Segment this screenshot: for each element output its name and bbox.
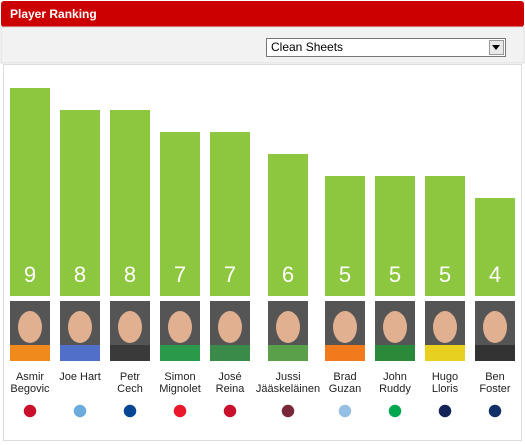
club-badge — [337, 403, 353, 419]
player-name: José — [218, 371, 241, 383]
dropdown-value[interactable]: Clean Sheets — [271, 40, 343, 54]
chart-title: Player Ranking — [10, 7, 97, 21]
photo-shirt — [160, 345, 200, 361]
club-badge — [72, 403, 88, 419]
value-label: 7 — [224, 262, 236, 287]
value-label: 8 — [74, 262, 86, 287]
value-label: 7 — [174, 262, 186, 287]
photo-shirt — [110, 345, 150, 361]
player-photo — [425, 301, 465, 361]
bar — [10, 88, 50, 296]
player-name: Guzan — [329, 383, 361, 395]
bar — [268, 154, 308, 296]
player-photo — [10, 301, 50, 361]
player-photo — [160, 301, 200, 361]
player-name: Foster — [479, 383, 511, 395]
header — [1, 1, 524, 27]
player-photo — [325, 301, 365, 361]
player-name: Lloris — [432, 383, 459, 395]
player-name: Mignolet — [159, 383, 201, 395]
photo-face — [68, 311, 92, 343]
player-name: John — [383, 371, 407, 383]
photo-shirt — [425, 345, 465, 361]
player-photo — [375, 301, 415, 361]
dropdown[interactable]: Clean Sheets — [266, 38, 506, 57]
value-label: 9 — [24, 262, 36, 287]
bar — [110, 110, 150, 296]
photo-face — [18, 311, 42, 343]
value-label: 5 — [389, 262, 401, 287]
player-photo — [110, 301, 150, 361]
player-name: Cech — [117, 383, 143, 395]
player-name: Brad — [333, 371, 356, 383]
player-name: Begovic — [10, 383, 50, 395]
value-label: 5 — [439, 262, 451, 287]
player-photo — [210, 301, 250, 361]
club-badge — [172, 403, 188, 419]
photo-shirt — [10, 345, 50, 361]
club-badge — [222, 403, 238, 419]
bar — [475, 198, 515, 296]
player-photo — [268, 301, 308, 361]
player-name: Ruddy — [379, 383, 411, 395]
photo-face — [333, 311, 357, 343]
dropdown-box[interactable] — [266, 38, 506, 57]
player-photo — [475, 301, 515, 361]
photo-face — [118, 311, 142, 343]
player-photo — [60, 301, 100, 361]
photo-face — [383, 311, 407, 343]
value-label: 5 — [339, 262, 351, 287]
player-name: Joe Hart — [59, 371, 101, 383]
photo-shirt — [375, 345, 415, 361]
photo-shirt — [60, 345, 100, 361]
player-name: Petr — [120, 371, 141, 383]
photo-face — [168, 311, 192, 343]
bar — [210, 132, 250, 296]
photo-face — [483, 311, 507, 343]
club-badge — [437, 403, 453, 419]
club-badge — [122, 403, 138, 419]
bar — [325, 176, 365, 296]
photo-face — [433, 311, 457, 343]
bar — [425, 176, 465, 296]
dropdown-arrow — [492, 45, 500, 50]
club-badge — [487, 403, 503, 419]
player-name: Simon — [164, 371, 195, 383]
player-name: Hugo — [432, 371, 458, 383]
value-label: 8 — [124, 262, 136, 287]
value-label: 6 — [282, 262, 294, 287]
photo-shirt — [475, 345, 515, 361]
bar — [375, 176, 415, 296]
photo-shirt — [268, 345, 308, 361]
photo-shirt — [325, 345, 365, 361]
player-name: Jussi — [275, 371, 300, 383]
player-name: Jääskeläinen — [256, 383, 320, 395]
player-name: Reina — [216, 383, 246, 395]
value-label: 4 — [489, 262, 501, 287]
club-badge — [280, 403, 296, 419]
club-badge — [22, 403, 38, 419]
photo-face — [276, 311, 300, 343]
bar — [60, 110, 100, 296]
photo-shirt — [210, 345, 250, 361]
photo-face — [218, 311, 242, 343]
player-name: Ben — [485, 371, 505, 383]
player-name: Asmir — [16, 371, 44, 383]
club-badge — [387, 403, 403, 419]
bar — [160, 132, 200, 296]
